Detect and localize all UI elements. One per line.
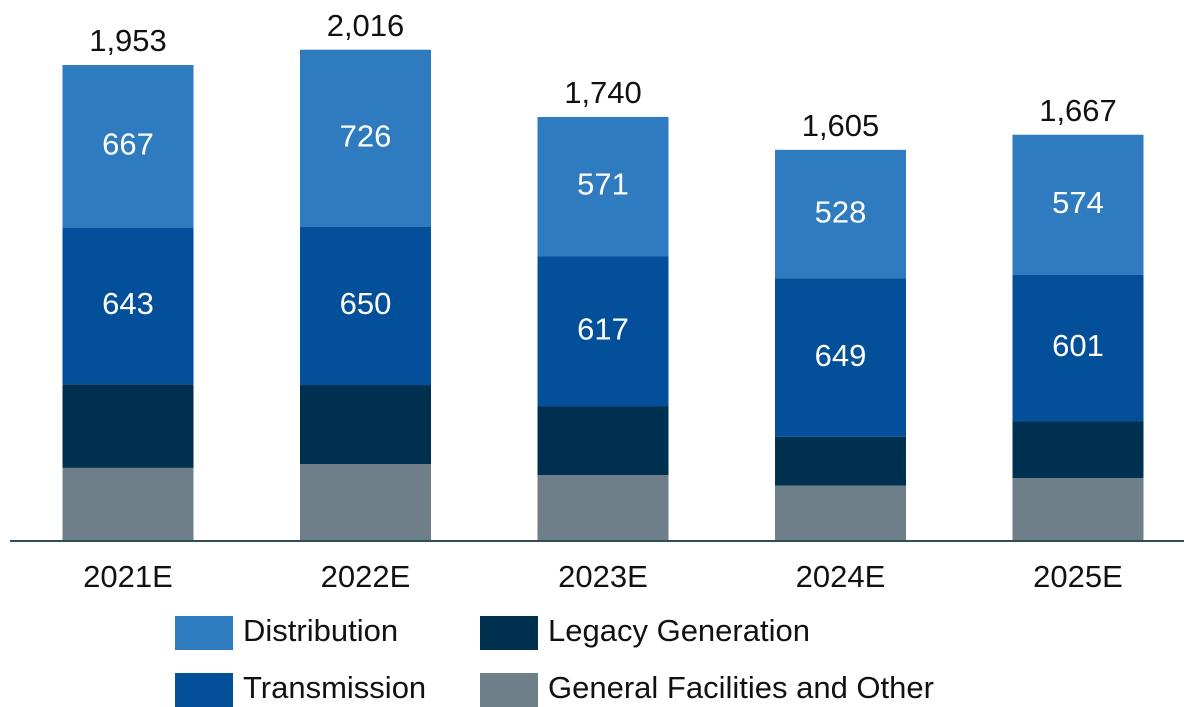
segment-label: 617 [577,311,629,346]
legend-swatch [175,616,233,650]
total-label: 1,605 [802,108,880,143]
legend-label: General Facilities and Other [548,670,934,705]
segment-label: 650 [340,286,392,321]
legend-swatch [175,673,233,707]
bar-segment [1012,421,1144,479]
segment-label: 528 [815,194,867,229]
bar-segment [537,406,669,476]
legend-swatch [480,673,538,707]
bar-segment [775,436,906,486]
bar-segment [300,463,431,541]
total-label: 1,740 [564,75,642,110]
legend-label: Distribution [243,613,398,648]
x-tick-label: 2022E [321,559,411,594]
bar-segment [62,467,194,541]
bar-segment [62,65,194,228]
legend-label: Legacy Generation [548,613,810,648]
x-tick-label: 2025E [1033,559,1123,594]
bar-segment [1012,274,1144,422]
legend-swatch [480,616,538,650]
total-label: 2,016 [327,8,405,43]
bar-segment [300,226,431,386]
segment-label: 574 [1052,185,1104,220]
segment-label: 571 [577,167,629,202]
bar-segment [1012,134,1144,275]
bar-segment [537,475,669,541]
bar-segment [62,384,194,468]
bar-segment [537,256,669,407]
bar-segment [775,149,906,279]
x-tick-label: 2024E [796,559,886,594]
segment-label: 643 [102,286,154,321]
x-tick-label: 2023E [558,559,648,594]
segment-label: 667 [102,127,154,162]
bar-segment [300,49,431,227]
bar-segment [1012,478,1144,541]
total-label: 1,953 [89,23,167,58]
bar-segment [62,227,194,385]
bar-segment [775,485,906,541]
segment-label: 601 [1052,328,1104,363]
segment-label: 726 [340,118,392,153]
bar-segment [300,385,431,464]
total-label: 1,667 [1039,93,1117,128]
segment-label: 649 [815,338,867,373]
bar-segment [775,278,906,437]
x-tick-label: 2021E [83,559,173,594]
bar-segment [537,116,669,257]
legend-label: Transmission [243,670,426,705]
